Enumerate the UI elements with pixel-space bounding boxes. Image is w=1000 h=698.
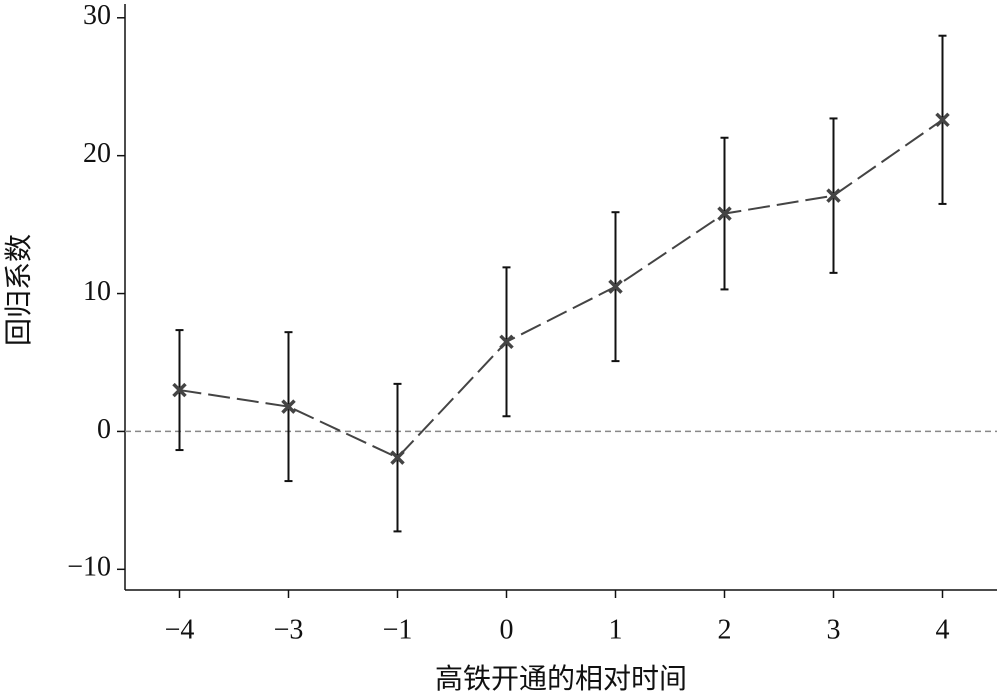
x-tick-label: −1 [383, 614, 413, 645]
marker [281, 399, 296, 414]
x-tick-label: −3 [274, 614, 304, 645]
y-tick-label: 30 [83, 0, 111, 31]
x-tick-label: 4 [936, 614, 950, 645]
x-tick-label: −4 [165, 614, 195, 645]
marker [608, 279, 623, 294]
x-tick-label: 1 [609, 614, 623, 645]
x-axis-label: 高铁开通的相对时间 [435, 662, 687, 695]
marker [172, 382, 187, 398]
y-tick-label: 0 [97, 414, 111, 445]
x-tick-label: 0 [500, 614, 514, 645]
x-tick-label: 2 [718, 614, 732, 645]
y-tick-label: 20 [83, 138, 111, 169]
marker [935, 112, 950, 128]
y-tick-label: 10 [83, 276, 111, 307]
marker [717, 206, 732, 221]
marker [390, 450, 405, 465]
x-tick-label: 3 [827, 614, 841, 645]
marker [499, 334, 514, 350]
series-line [179, 119, 944, 459]
y-tick-label: −10 [67, 552, 111, 583]
marker [826, 188, 841, 203]
y-axis-label: 回归系数 [2, 234, 35, 346]
